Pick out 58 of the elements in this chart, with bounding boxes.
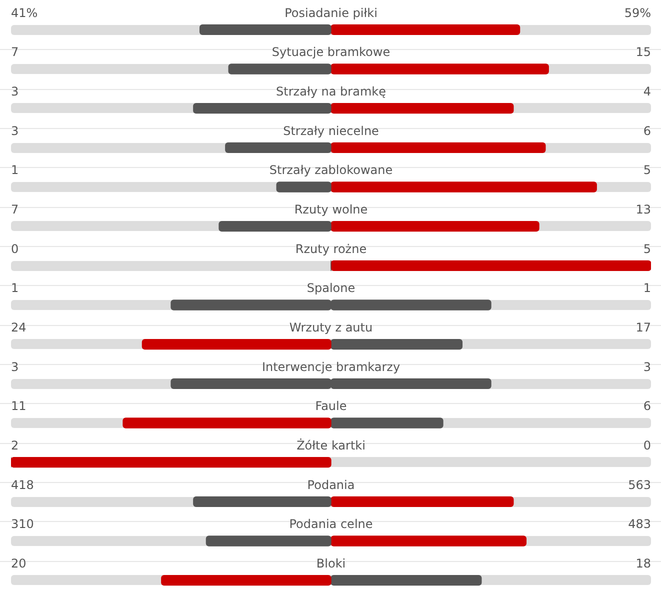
- annotation: 418: [11, 478, 34, 492]
- y-tick-label: Podania: [307, 478, 355, 492]
- bar: [206, 536, 332, 546]
- annotation: 1: [643, 281, 651, 296]
- annotation: 3: [643, 360, 651, 374]
- annotation: 3: [11, 360, 19, 374]
- annotation: 6: [643, 124, 651, 138]
- annotation: 6: [643, 399, 651, 414]
- bar: [193, 103, 332, 114]
- annotation: 0: [11, 242, 19, 256]
- y-tick-label: Podania celne: [289, 517, 373, 532]
- annotation: 13: [636, 202, 651, 216]
- annotation: 7: [11, 202, 19, 216]
- y-tick-label: Sytuacje bramkowe: [272, 45, 390, 60]
- bar: [330, 536, 527, 546]
- annotation: 310: [11, 517, 34, 532]
- annotation: 1: [11, 163, 19, 178]
- annotation: 4: [643, 84, 651, 98]
- annotation: 7: [11, 45, 19, 60]
- y-tick-label: Wrzuty z autu: [289, 320, 373, 334]
- y-tick-label: Żółte kartki: [296, 438, 366, 452]
- annotation: 1: [11, 281, 19, 296]
- bar: [199, 24, 332, 35]
- annotation: 5: [643, 242, 651, 256]
- y-tick-label: Posiadanie piłki: [284, 6, 378, 20]
- y-tick-label: Spalone: [306, 281, 356, 296]
- bar: [276, 182, 332, 192]
- y-tick-label: Strzały zablokowane: [269, 163, 393, 178]
- annotation: 2: [11, 438, 19, 452]
- annotation: 41%: [11, 6, 38, 20]
- bar: [330, 103, 514, 114]
- y-tick-label: Interwencje bramkarzy: [262, 360, 400, 374]
- annotation: 483: [628, 517, 651, 532]
- annotation: 20: [11, 556, 26, 570]
- annotation: 0: [643, 438, 651, 452]
- bar: [228, 64, 332, 74]
- annotation: 59%: [624, 6, 651, 20]
- bar: [330, 24, 520, 35]
- annotation: 17: [636, 320, 651, 334]
- y-tick-label: Rzuty rożne: [295, 242, 367, 256]
- annotation: 3: [11, 84, 19, 98]
- y-tick-label: Strzały na bramkę: [276, 84, 386, 98]
- annotation: 3: [11, 124, 19, 138]
- annotation: 18: [636, 556, 651, 570]
- bar: [330, 496, 514, 507]
- annotation: 5: [643, 163, 651, 178]
- bar: [330, 221, 540, 232]
- bar: [218, 221, 332, 232]
- y-tick-label: Bloki: [316, 556, 346, 570]
- annotation: 11: [11, 399, 26, 414]
- y-tick-label: Faule: [315, 399, 347, 414]
- annotation: 24: [11, 320, 26, 334]
- bar: [225, 142, 332, 153]
- annotation: 15: [636, 45, 651, 60]
- annotation: 563: [628, 478, 651, 492]
- y-tick-label: Strzały niecelne: [283, 124, 379, 138]
- bar: [193, 496, 332, 507]
- y-tick-label: Rzuty wolne: [294, 202, 368, 216]
